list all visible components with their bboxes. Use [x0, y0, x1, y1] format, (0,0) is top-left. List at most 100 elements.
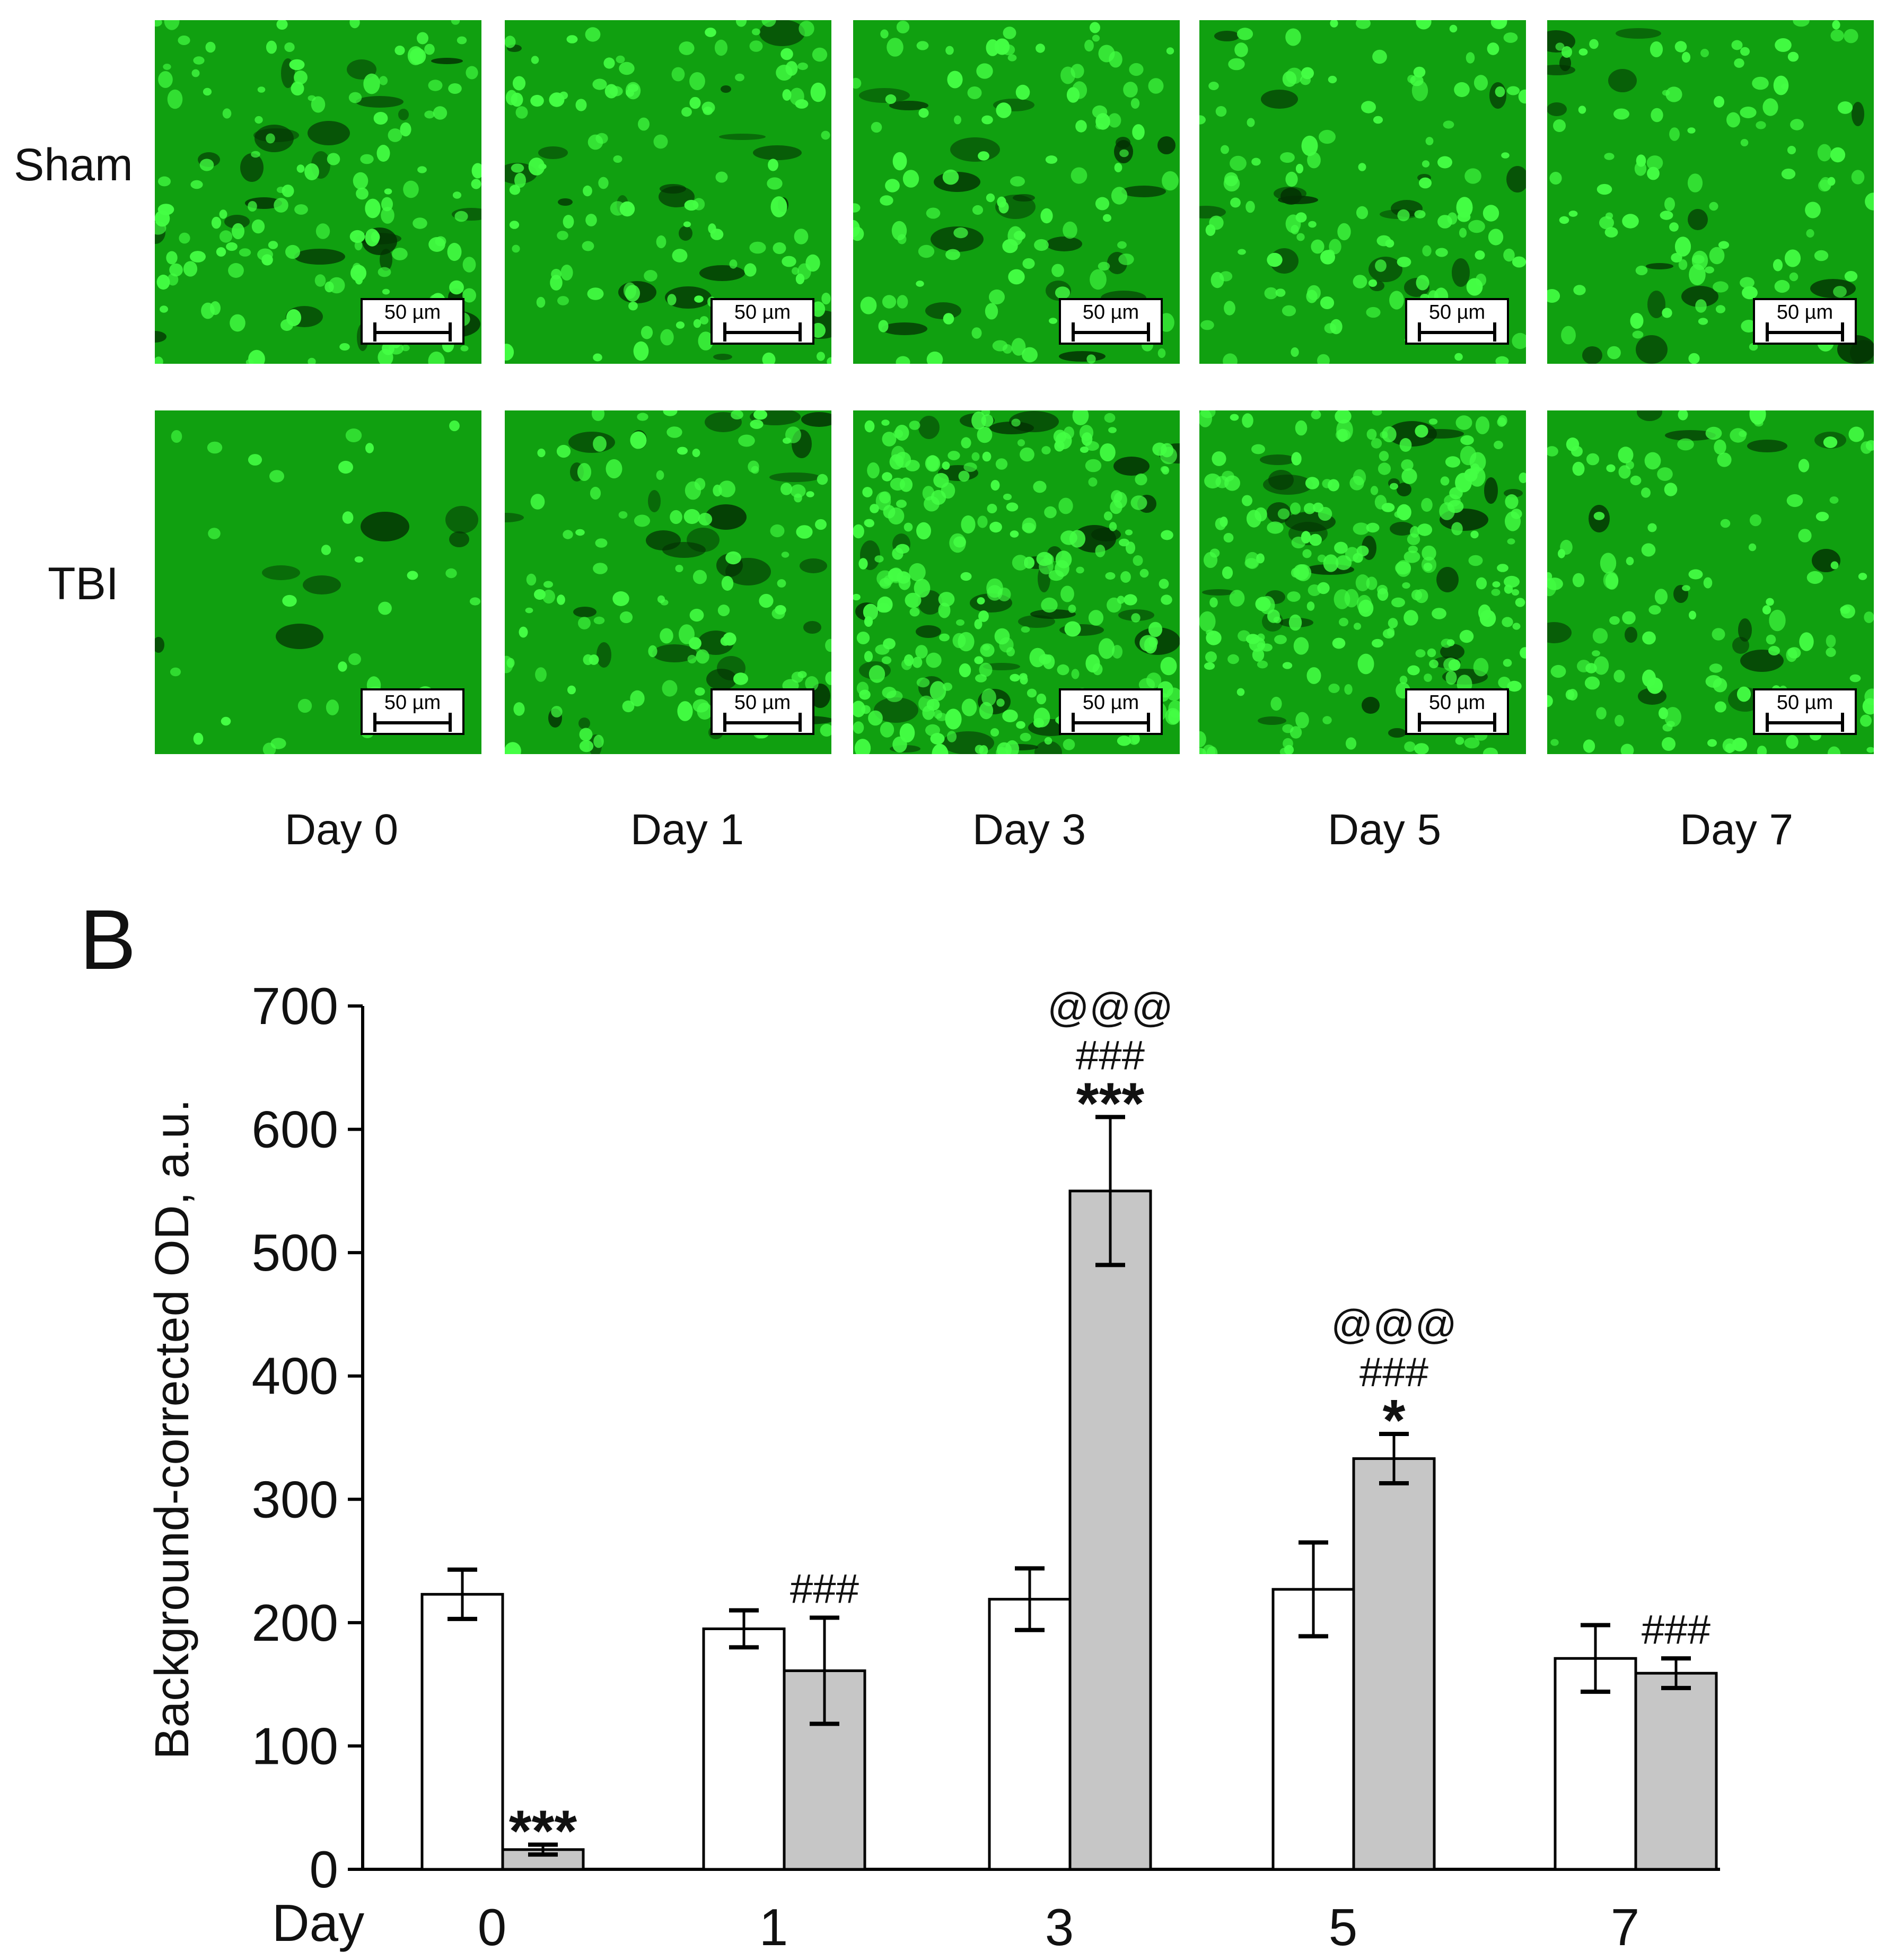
scale-bar-line: [1767, 721, 1843, 724]
micrograph-image: [1547, 410, 1874, 754]
bar-day-0-series-1: [420, 1592, 504, 1871]
significance-day-3-0: @@@: [1047, 984, 1173, 1030]
significance-day-3-2: ***: [1076, 1071, 1145, 1136]
x-tick-label-0: 0: [478, 1898, 507, 1956]
bar-day-1-series-1: [702, 1627, 786, 1871]
scale-bar-line: [1767, 331, 1843, 334]
y-tick-label-300: 300: [251, 1470, 338, 1528]
bar-day-3-series-2: [1068, 1189, 1152, 1871]
scale-tick-r: [1147, 713, 1150, 732]
scale-tick-r: [799, 322, 802, 342]
scale-bar-label: 50 µm: [734, 301, 791, 323]
scale-bar: 50 µm: [1753, 298, 1857, 345]
row-label-tbi: TBI: [48, 558, 119, 609]
x-axis-label: Day: [272, 1894, 364, 1952]
scale-tick-r: [449, 322, 452, 342]
scale-bar: 50 µm: [710, 298, 814, 345]
scale-bar-label: 50 µm: [734, 692, 791, 714]
scale-tick-l: [1418, 713, 1421, 732]
scale-bar: 50 µm: [1405, 298, 1509, 345]
x-tick-label-5: 5: [1329, 1898, 1358, 1956]
y-tick-label-400: 400: [251, 1347, 338, 1405]
micrograph-tbi-day-0: 50 µm: [155, 410, 481, 754]
scale-bar-line: [374, 721, 451, 724]
scale-tick-l: [1072, 322, 1075, 342]
scale-bar-line: [724, 721, 801, 724]
scale-bar-line: [1073, 721, 1149, 724]
scale-bar-label: 50 µm: [1428, 692, 1486, 714]
scale-tick-r: [799, 713, 802, 732]
bar-day-3-series-1: [988, 1598, 1072, 1871]
significance-day-1-0: ###: [790, 1565, 859, 1612]
scale-bar-line: [1073, 331, 1149, 334]
scale-bar: 50 µm: [710, 688, 814, 735]
scale-tick-l: [1418, 322, 1421, 342]
y-tick-label-100: 100: [251, 1717, 338, 1775]
bar-day-5-series-2: [1352, 1457, 1436, 1871]
scale-bar-label: 50 µm: [1428, 301, 1486, 323]
y-axis-label: Background-corrected OD, a.u.: [146, 1099, 199, 1760]
scale-bar: 50 µm: [1059, 298, 1163, 345]
micrograph-sham-day-7: 50 µm: [1547, 20, 1874, 364]
scale-bar: 50 µm: [361, 688, 464, 735]
scale-bar-line: [1419, 721, 1495, 724]
column-label-day-0: Day 0: [284, 806, 399, 854]
scale-bar-line: [1419, 331, 1495, 334]
micrograph-tbi-day-7: 50 µm: [1547, 410, 1874, 754]
scale-tick-r: [1841, 713, 1844, 732]
scale-tick-l: [373, 322, 376, 342]
scale-bar-line: [724, 331, 801, 334]
micrograph-image: [853, 410, 1180, 754]
scale-tick-l: [1766, 322, 1769, 342]
y-tick-label-600: 600: [251, 1100, 338, 1159]
scale-tick-r: [1841, 322, 1844, 342]
micrograph-tbi-day-5: 50 µm: [1199, 410, 1526, 754]
scale-bar-label: 50 µm: [1776, 301, 1834, 323]
micrograph-sham-day-3: 50 µm: [853, 20, 1180, 364]
scale-bar-line: [374, 331, 451, 334]
scale-tick-r: [1493, 713, 1496, 732]
significance-day-7-0: ###: [1642, 1606, 1710, 1652]
bar-day-0-series-2: [501, 1848, 585, 1871]
scale-tick-r: [1147, 322, 1150, 342]
scale-bar: 50 µm: [1059, 688, 1163, 735]
bar-day-7-series-2: [1634, 1672, 1718, 1871]
micrograph-tbi-day-3: 50 µm: [853, 410, 1180, 754]
scale-bar-label: 50 µm: [1776, 692, 1834, 714]
panel-letter-b: B: [80, 892, 136, 987]
x-tick-label-1: 1: [759, 1898, 788, 1956]
micrograph-sham-day-1: 50 µm: [505, 20, 831, 364]
micrograph-sham-day-0: 50 µm: [155, 20, 481, 364]
y-tick-label-0: 0: [309, 1840, 338, 1898]
significance-day-5-2: *: [1383, 1388, 1406, 1453]
y-tick-label-200: 200: [251, 1594, 338, 1652]
micrograph-sham-day-5: 50 µm: [1199, 20, 1526, 364]
scale-tick-l: [723, 322, 726, 342]
column-label-day-7: Day 7: [1679, 806, 1794, 854]
column-label-day-5: Day 5: [1327, 806, 1442, 854]
scale-bar-label: 50 µm: [384, 692, 441, 714]
significance-day-3-1: ###: [1076, 1031, 1145, 1078]
scale-bar-label: 50 µm: [1082, 692, 1139, 714]
x-tick-label-7: 7: [1611, 1898, 1640, 1956]
micrograph-tbi-day-1: 50 µm: [505, 410, 831, 754]
significance-day-0-0: ***: [509, 1798, 577, 1863]
scale-tick-l: [373, 713, 376, 732]
scale-bar: 50 µm: [1753, 688, 1857, 735]
scale-tick-l: [723, 713, 726, 732]
scale-bar-label: 50 µm: [384, 301, 441, 323]
row-label-sham: Sham: [14, 139, 133, 190]
x-tick-label-3: 3: [1045, 1898, 1074, 1956]
scale-tick-l: [1072, 713, 1075, 732]
column-label-day-1: Day 1: [630, 806, 744, 854]
scale-bar: 50 µm: [361, 298, 464, 345]
y-tick-label-500: 500: [251, 1223, 338, 1282]
y-tick-label-700: 700: [251, 977, 338, 1035]
scale-bar: 50 µm: [1405, 688, 1509, 735]
scale-tick-r: [1493, 322, 1496, 342]
significance-day-5-0: @@@: [1331, 1301, 1457, 1348]
scale-bar-label: 50 µm: [1082, 301, 1139, 323]
